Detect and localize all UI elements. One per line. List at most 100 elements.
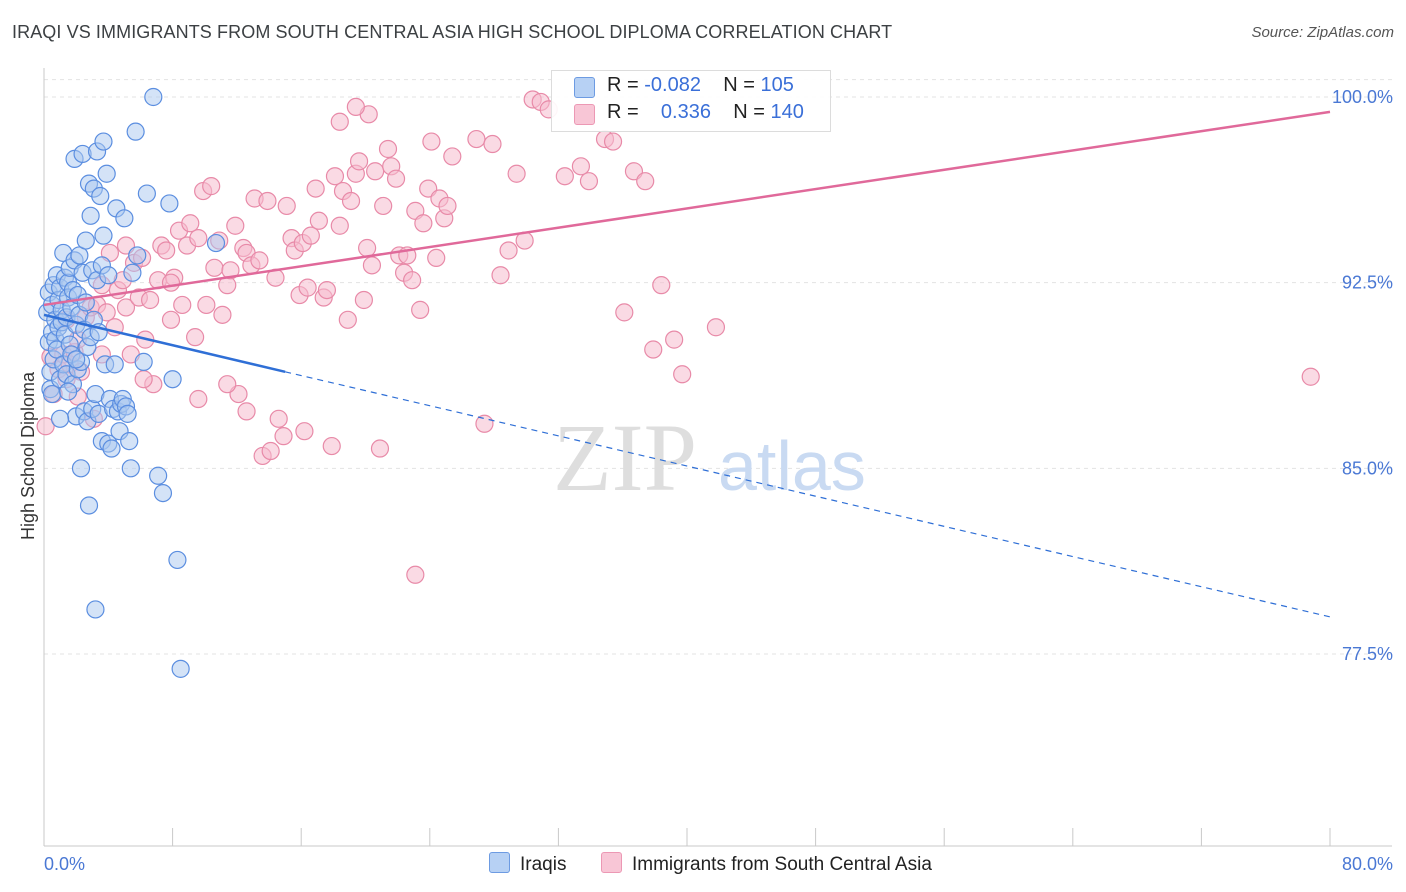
bottom-legend-iraqis: Iraqis — [489, 852, 566, 876]
x-tick-label: 80.0% — [1342, 854, 1393, 874]
immigrants-point — [673, 365, 692, 384]
immigrants-point — [36, 417, 55, 436]
immigrants-point — [173, 295, 192, 315]
immigrants-point — [325, 167, 345, 186]
x-tick-labels: 0.0% 80.0% — [44, 854, 1393, 874]
iraqis-point — [86, 600, 105, 619]
axes — [43, 68, 1392, 847]
iraqis-point — [128, 246, 147, 265]
immigrants-point — [665, 330, 684, 349]
immigrants-point — [370, 439, 390, 458]
immigrants-point — [306, 179, 325, 198]
immigrants-point — [411, 300, 430, 319]
correlation-legend: R = -0.082 N = 105 R = 0.336 N = 140 — [551, 70, 831, 132]
y-tick-label: 92.5% — [1342, 273, 1393, 293]
immigrants-point — [483, 134, 502, 154]
immigrants-point — [706, 318, 726, 337]
legend-r-label: R = — [607, 101, 645, 123]
immigrants-point — [269, 409, 288, 428]
immigrants-point — [349, 152, 369, 171]
immigrants-point — [555, 167, 574, 186]
immigrants-point — [277, 196, 296, 216]
immigrants-point — [414, 214, 433, 233]
iraqis-point — [126, 122, 145, 141]
immigrants-point — [330, 112, 349, 131]
immigrants-point — [250, 251, 269, 270]
iraqis-point — [171, 659, 190, 678]
immigrants-point — [427, 248, 446, 268]
legend-r-value-iraqis: -0.082 — [644, 74, 701, 96]
iraqis-point — [160, 194, 179, 213]
iraqis-point — [97, 164, 116, 183]
immigrants-point — [322, 436, 341, 456]
immigrants-point — [354, 290, 373, 310]
y-tick-label: 77.5% — [1342, 644, 1393, 664]
immigrants-point — [378, 139, 398, 159]
immigrants-point — [202, 177, 221, 196]
immigrants-point — [157, 241, 176, 260]
immigrants-point — [274, 427, 293, 446]
immigrants-point — [603, 132, 623, 151]
y-tick-labels: 77.5% 85.0% 92.5% 100.0% — [1332, 87, 1393, 664]
iraqis-point — [121, 459, 140, 478]
immigrants-point — [507, 164, 526, 183]
immigrants-point — [467, 129, 486, 149]
y-tick-label: 100.0% — [1332, 87, 1393, 107]
bottom-legend-immigrants: Immigrants from South Central Asia — [601, 852, 932, 876]
immigrants-point — [422, 132, 441, 151]
iraqis-point — [168, 550, 187, 570]
immigrants-point — [406, 565, 425, 584]
iraqis-point — [71, 459, 91, 478]
immigrants-point — [579, 172, 599, 191]
y-axis-label: High School Diploma — [18, 371, 38, 540]
immigrants-point — [181, 214, 200, 233]
immigrants-point — [134, 370, 153, 389]
immigrants-point — [205, 258, 224, 277]
series-iraqis-points — [38, 87, 226, 678]
immigrants-point — [358, 238, 377, 258]
immigrants-point — [330, 216, 349, 235]
immigrants-point — [140, 290, 160, 310]
immigrants-point — [258, 191, 277, 211]
immigrants-point — [615, 303, 634, 322]
immigrants-point — [636, 172, 655, 191]
watermark-zip: ZIP — [553, 404, 697, 511]
iraqis-point — [206, 233, 226, 253]
immigrants-point — [301, 226, 320, 245]
immigrants-point — [571, 157, 591, 176]
immigrants-point — [226, 216, 245, 235]
iraqis-point — [67, 350, 86, 369]
immigrants-point — [218, 375, 237, 394]
immigrants-point — [161, 310, 181, 329]
chart-title: IRAQI VS IMMIGRANTS FROM SOUTH CENTRAL A… — [12, 22, 893, 42]
immigrants-point — [261, 441, 280, 461]
immigrants-point — [213, 305, 232, 324]
watermark: ZIP atlas — [553, 404, 866, 511]
immigrants-point — [491, 266, 510, 285]
immigrants-point — [362, 256, 382, 275]
immigrants-point — [189, 229, 208, 248]
iraqis-point — [94, 132, 113, 151]
iraqis-point — [123, 263, 142, 282]
immigrants-point — [443, 147, 462, 166]
iraqis-point — [59, 382, 78, 401]
iraqis-point — [81, 206, 100, 225]
immigrants-point — [644, 340, 663, 359]
iraqis-point — [79, 496, 99, 515]
iraqis-point — [50, 409, 70, 428]
iraqis-point — [76, 231, 95, 250]
immigrants-point — [309, 211, 328, 230]
iraqis-trend-dashed — [284, 371, 1331, 618]
immigrants-point — [1301, 367, 1320, 386]
bottom-legend-label-immigrants: Immigrants from South Central Asia — [632, 854, 932, 875]
iraqis-trend-solid — [43, 313, 286, 374]
iraqis-point — [134, 352, 153, 371]
legend-n-value-iraqis: 105 — [760, 74, 794, 96]
legend-r-value-immigrants: 0.336 — [660, 101, 711, 123]
immigrants-trend-line — [43, 110, 1331, 307]
immigrants-point — [341, 191, 361, 211]
iraqis-point — [144, 87, 163, 107]
immigrants-point — [438, 196, 457, 216]
iraqis-point — [99, 266, 118, 285]
